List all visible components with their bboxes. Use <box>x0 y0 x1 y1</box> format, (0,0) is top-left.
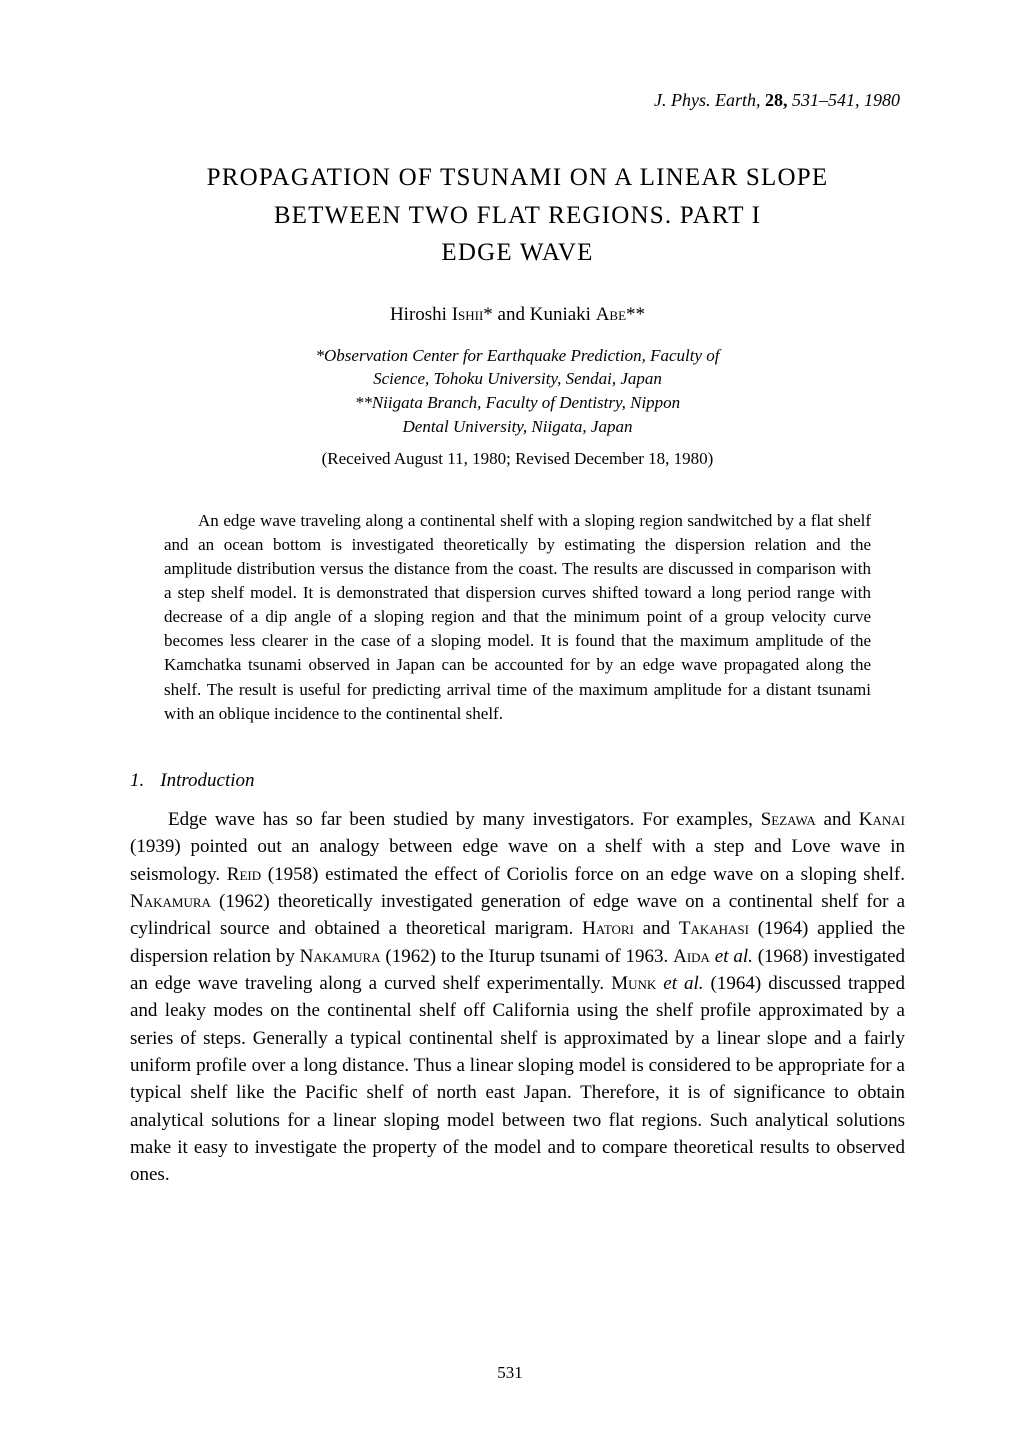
body-text: Edge wave has so far been studied by man… <box>168 809 761 830</box>
received-revised-dates: (Received August 11, 1980; Revised Decem… <box>130 449 905 469</box>
section-number: 1. <box>130 770 144 791</box>
journal-year: 1980 <box>864 90 900 110</box>
author-1-mark: * <box>483 304 493 325</box>
body-text: (1962) to the Iturup tsunami of 1963. <box>381 946 674 967</box>
body-paragraph: Edge wave has so far been studied by man… <box>130 806 905 1189</box>
body-text: and <box>816 809 859 830</box>
journal-reference: J. Phys. Earth, 28, 531–541, 1980 <box>130 90 905 111</box>
authors-and: and <box>493 304 530 325</box>
body-italic: et al. <box>715 946 753 967</box>
body-text: (1958) estimated the effect of Coriolis … <box>261 864 905 885</box>
body-italic: et al. <box>663 973 703 994</box>
affiliation-line-2: Science, Tohoku University, Sendai, Japa… <box>130 367 905 391</box>
affiliation-line-4: Dental University, Niigata, Japan <box>130 415 905 439</box>
body-smallcaps: Kanai <box>859 809 905 830</box>
author-2-mark: ** <box>626 304 645 325</box>
page-number: 531 <box>0 1363 1020 1383</box>
body-smallcaps: Sezawa <box>761 809 816 830</box>
abstract: An edge wave traveling along a continent… <box>130 509 905 726</box>
section-title: Introduction <box>160 770 254 791</box>
body-text: (1964) discussed trapped and leaky modes… <box>130 973 905 1186</box>
body-smallcaps: Nakamura <box>130 891 211 912</box>
body-smallcaps: Nakamura <box>300 946 381 967</box>
affiliation-line-1: *Observation Center for Earthquake Predi… <box>130 344 905 368</box>
journal-volume: 28, <box>765 90 788 110</box>
body-smallcaps: Munk <box>611 973 656 994</box>
author-2-first: Kuniaki <box>530 304 596 325</box>
authors: Hiroshi Ishii* and Kuniaki Abe** <box>130 304 905 326</box>
affiliation-line-3: **Niigata Branch, Faculty of Dentistry, … <box>130 391 905 415</box>
journal-pages: 531–541, <box>792 90 860 110</box>
author-1-first: Hiroshi <box>390 304 452 325</box>
title-line-3: EDGE WAVE <box>145 234 890 272</box>
author-1-surname: Ishii <box>452 304 484 325</box>
body-text: and <box>634 918 679 939</box>
journal-name: J. Phys. Earth, <box>654 90 760 110</box>
body-smallcaps: Hatori <box>582 918 634 939</box>
title-line-1: PROPAGATION OF TSUNAMI ON A LINEAR SLOPE <box>145 159 890 197</box>
affiliations: *Observation Center for Earthquake Predi… <box>130 344 905 439</box>
title-line-2: BETWEEN TWO FLAT REGIONS. PART I <box>145 197 890 235</box>
author-2-surname: Abe <box>596 304 626 325</box>
paper-title: PROPAGATION OF TSUNAMI ON A LINEAR SLOPE… <box>130 159 905 272</box>
body-smallcaps: Aida <box>673 946 710 967</box>
body-smallcaps: Takahasi <box>679 918 749 939</box>
section-heading: 1. Introduction <box>130 770 905 792</box>
body-smallcaps: Reid <box>227 864 261 885</box>
